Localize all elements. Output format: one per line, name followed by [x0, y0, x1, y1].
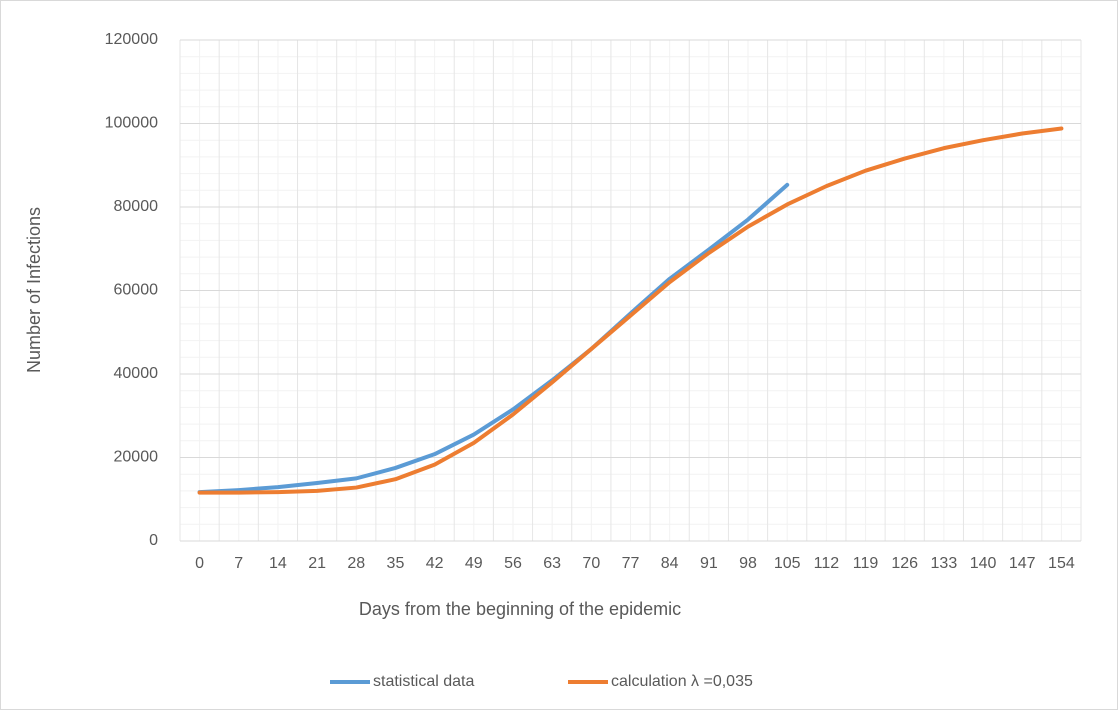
x-tick-label: 7 — [234, 555, 243, 572]
x-tick-label: 35 — [387, 555, 405, 572]
x-tick-label: 105 — [774, 555, 801, 572]
x-tick-label: 0 — [195, 555, 204, 572]
x-tick-label: 63 — [543, 555, 561, 572]
y-tick-label: 20000 — [114, 449, 159, 466]
x-tick-label: 126 — [891, 555, 918, 572]
x-tick-label: 140 — [970, 555, 997, 572]
line-series — [197, 182, 790, 495]
x-tick-label: 77 — [622, 555, 640, 572]
x-tick-label: 147 — [1009, 555, 1036, 572]
x-tick-label: 70 — [582, 555, 600, 572]
x-tick-label: 42 — [426, 555, 444, 572]
y-tick-label: 100000 — [105, 115, 158, 132]
legend-label: statistical data — [373, 673, 474, 690]
x-tick-label: 49 — [465, 555, 483, 572]
x-tick-label: 28 — [347, 555, 365, 572]
x-tick-label: 112 — [814, 555, 840, 572]
x-tick-label: 154 — [1048, 555, 1075, 572]
y-tick-label: 40000 — [114, 365, 159, 382]
x-tick-label: 56 — [504, 555, 522, 572]
x-tick-label: 14 — [269, 555, 287, 572]
x-tick-label: 84 — [661, 555, 679, 572]
y-tick-label: 80000 — [114, 198, 159, 215]
x-tick-label: 119 — [853, 555, 879, 572]
y-tick-label: 120000 — [105, 31, 158, 48]
line-series — [197, 126, 1064, 495]
x-tick-label: 21 — [308, 555, 326, 572]
y-tick-label: 0 — [149, 532, 158, 549]
legend-label: calculation λ =0,035 — [611, 673, 753, 690]
x-tick-label: 91 — [700, 555, 718, 572]
x-tick-label: 133 — [931, 555, 958, 572]
y-tick-label: 60000 — [114, 282, 159, 299]
y-axis-label: Number of Infections — [24, 207, 44, 373]
x-axis-label: Days from the beginning of the epidemic — [359, 599, 681, 619]
x-tick-label: 98 — [739, 555, 757, 572]
